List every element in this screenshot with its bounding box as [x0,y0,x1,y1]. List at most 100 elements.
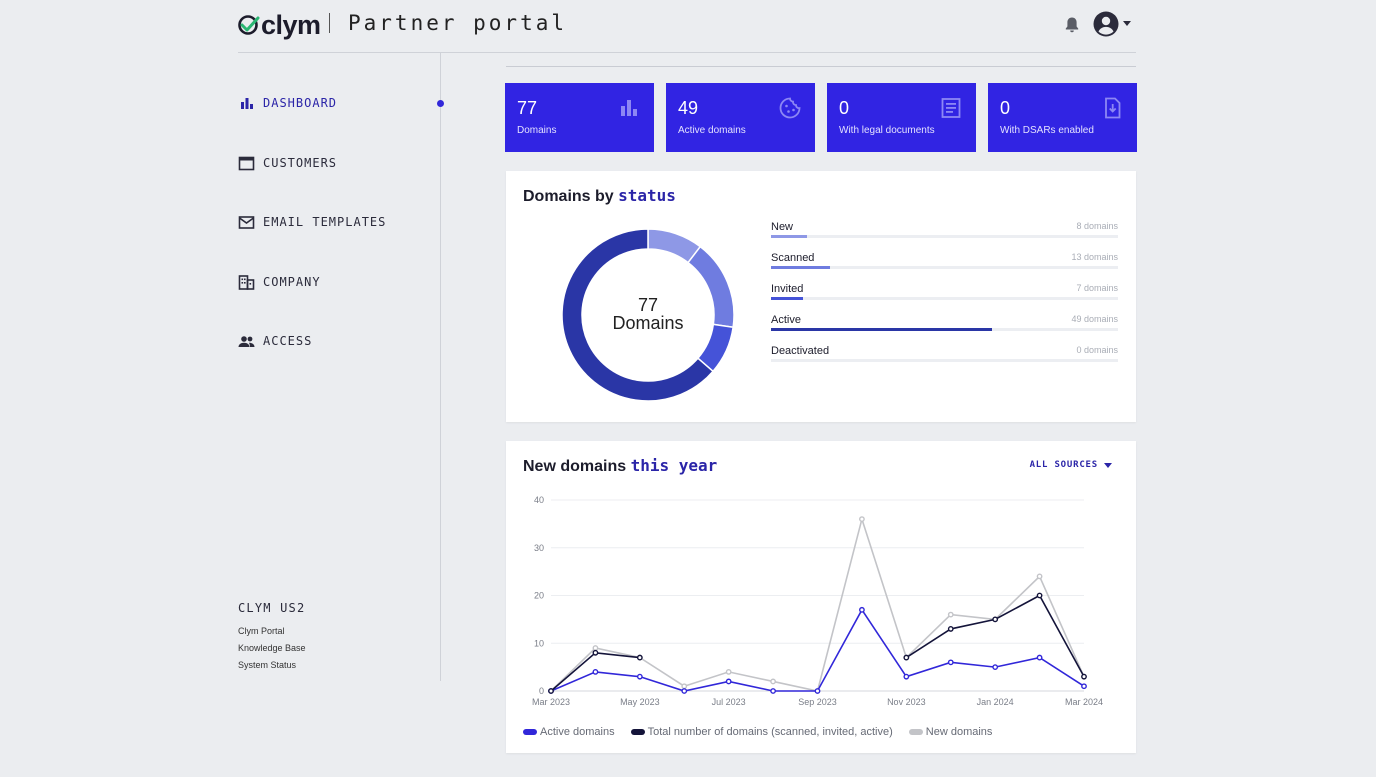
sidebar-item-email-templates[interactable]: EMAIL TEMPLATES [238,212,386,232]
data-point[interactable] [992,616,999,623]
sources-dropdown[interactable]: ALL SOURCES [1030,460,1112,470]
x-tick-label: Mar 2023 [532,697,570,707]
status-name: Active [771,314,801,326]
status-track [771,266,1118,269]
caret-down-icon [1104,462,1112,468]
clym-portal-link[interactable]: Clym Portal [238,626,285,636]
legend-item-total[interactable]: Total number of domains (scanned, invite… [630,726,893,738]
new-domains-line-chart: 0 10 20 30 40 Mar 2023 May 2023 Jul 2023 Sep 202… [532,495,1103,707]
knowledge-base-link[interactable]: Knowledge Base [238,643,306,653]
status-row-new: New 8 domains [771,221,1118,249]
data-point[interactable] [770,678,776,685]
data-point[interactable] [947,611,954,618]
account-icon[interactable] [1093,11,1119,37]
data-point[interactable] [592,649,599,656]
status-name: Invited [771,283,804,295]
bell-icon[interactable] [1064,16,1080,34]
sources-label: ALL SOURCES [1029,460,1098,470]
stat-card-active-domains[interactable]: 49 Active domains [666,83,815,152]
data-point[interactable] [903,654,910,661]
status-bar-fill [771,328,992,331]
system-status-link[interactable]: System Status [238,660,297,670]
stat-label: Active domains [678,125,746,136]
status-bar-fill [771,297,803,300]
stat-label: With legal documents [839,125,935,136]
legend-swatch [908,729,923,735]
legend-item-active[interactable]: Active domains [523,726,615,738]
data-point[interactable] [1081,683,1087,690]
series-line [550,608,1085,692]
content-divider [506,66,1136,67]
x-tick-label: Nov 2023 [887,697,926,707]
data-point[interactable] [859,606,865,613]
donut-slice-active[interactable] [561,228,715,402]
bar-chart-icon [621,100,637,116]
sidebar-item-label: ACCESS [263,334,313,348]
sidebar-item-customers[interactable]: CUSTOMERS [238,153,337,173]
data-point[interactable] [725,678,732,685]
panel-title-accent: status [618,186,676,205]
data-point[interactable] [947,659,954,666]
data-point[interactable] [1036,654,1043,661]
status-donut-chart [561,228,735,402]
status-track [771,359,1118,362]
data-point[interactable] [681,683,688,690]
legend-item-new[interactable]: New domains [908,726,992,738]
caret-down-icon[interactable] [1123,21,1131,26]
data-point[interactable] [1081,673,1087,680]
mail-icon [238,215,255,229]
data-point[interactable] [814,688,821,694]
legend-swatch [523,729,537,735]
data-point[interactable] [1036,592,1043,599]
y-tick-label: 30 [534,543,544,553]
x-tick-label: Sep 2023 [798,697,837,707]
domains-by-status-panel: Domains by status 77 Domains New 8 domai… [506,171,1136,422]
y-tick-label: 10 [534,638,544,648]
data-point[interactable] [903,673,910,680]
sidebar-item-access[interactable]: ACCESS [238,331,312,351]
data-point[interactable] [592,645,599,651]
data-point[interactable] [992,664,999,671]
status-count: 0 domains [1076,345,1118,355]
sidebar-item-dashboard[interactable]: DASHBOARD [238,93,337,113]
status-name: New [771,221,794,233]
sidebar-item-label: CUSTOMERS [263,156,338,170]
status-name: Deactivated [771,345,830,357]
document-icon [941,98,961,118]
data-point[interactable] [1036,573,1043,580]
legend-label: Active domains [540,726,615,738]
status-count: 13 domains [1071,252,1118,262]
status-row-scanned: Scanned 13 domains [771,252,1118,280]
panel-title: New domains this year [523,456,717,476]
status-count: 49 domains [1071,314,1118,324]
status-name: Scanned [771,252,815,264]
data-point[interactable] [725,668,732,675]
data-point[interactable] [947,626,954,632]
panel-title-plain: Domains by [523,188,614,205]
header-divider [329,13,330,33]
stat-card-dsars[interactable]: 0 With DSARs enabled [988,83,1137,152]
status-row-deactivated: Deactivated 0 domains [771,345,1118,373]
new-domains-panel: New domains this year ALL SOURCES 0 10 20 3… [506,441,1136,753]
clym-logo[interactable]: clym [238,10,321,40]
x-tick-label: Jan 2024 [977,697,1014,707]
data-point[interactable] [592,668,599,675]
status-track [771,235,1118,238]
data-point[interactable] [859,516,865,522]
status-count: 8 domains [1076,221,1118,231]
data-point[interactable] [548,688,554,694]
stat-card-legal-documents[interactable]: 0 With legal documents [827,83,976,152]
panel-title: Domains by status [523,186,676,206]
y-tick-label: 20 [534,591,544,601]
stat-value: 77 [517,98,538,118]
stat-value: 49 [678,98,699,118]
stat-label: With DSARs enabled [1000,125,1094,136]
stat-card-domains[interactable]: 77 Domains [505,83,654,152]
sidebar-item-label: EMAIL TEMPLATES [263,215,387,229]
data-point[interactable] [681,688,688,694]
data-point[interactable] [770,688,776,694]
data-point[interactable] [636,654,643,661]
data-point[interactable] [636,673,643,680]
sidebar-item-company[interactable]: COMPANY [238,272,321,292]
stat-value: 0 [839,98,850,118]
